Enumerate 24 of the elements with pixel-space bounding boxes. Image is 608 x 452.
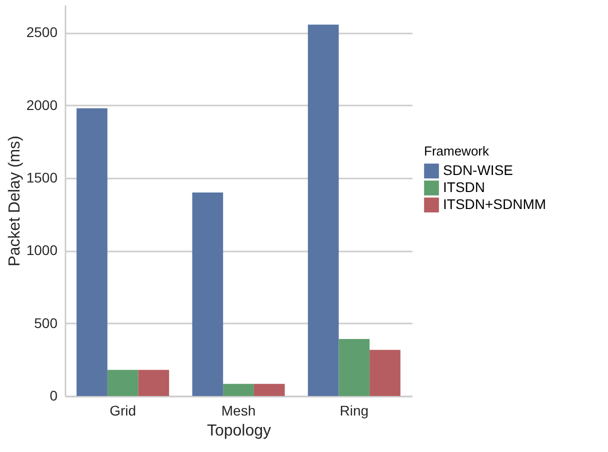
bar [338,339,370,396]
x-tick-label: Grid [110,402,136,418]
bar [254,384,285,396]
x-tick-label: Mesh [221,402,256,418]
bar [370,350,400,396]
y-tick-label: 1500 [26,169,58,186]
y-tick-label: 500 [34,314,58,331]
legend-label: SDN-WISE [443,162,513,178]
bar [138,370,170,396]
x-tick-label: Ring [340,402,369,418]
y-tick-label: 1000 [26,242,58,258]
bar [308,24,339,396]
bar [223,384,254,396]
y-tick-label: 2500 [26,24,58,40]
y-tick-label: 2000 [26,96,58,113]
bar [76,108,108,396]
bar [192,192,224,396]
legend-title: Framework [424,144,490,158]
y-axis-title: Packet Delay (ms) [6,136,24,266]
y-tick-label: 0 [50,388,58,404]
legend-label: ITSDN+SDNMM [443,196,546,212]
bar [107,370,138,396]
x-axis-title: Topology [206,422,272,440]
legend-label: ITSDN [443,179,485,195]
